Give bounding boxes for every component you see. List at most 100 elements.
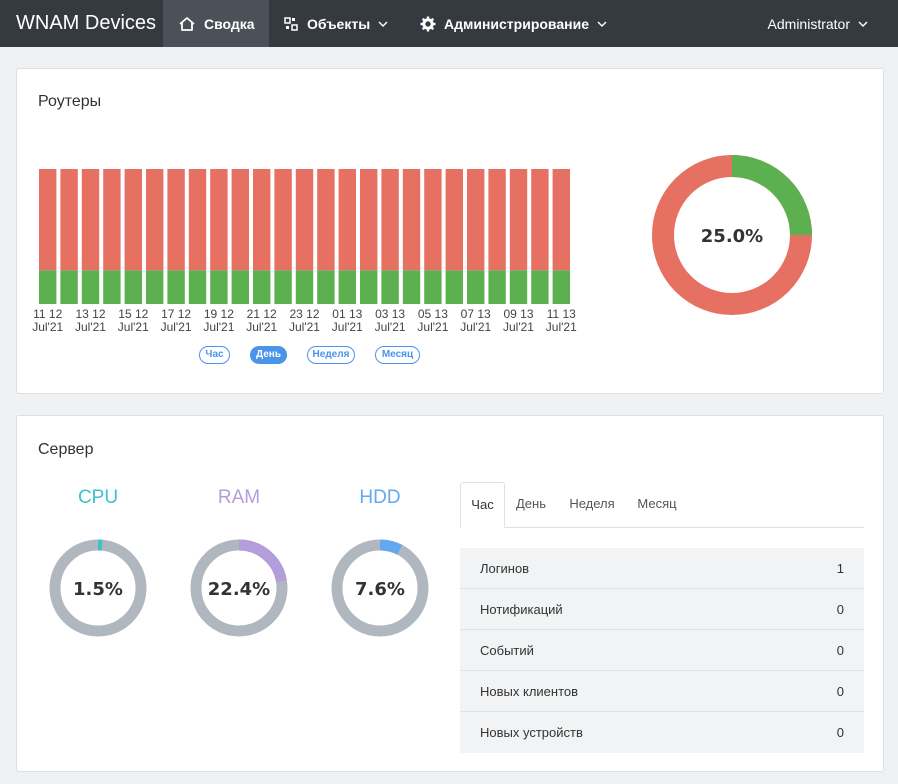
chevron-down-icon	[597, 21, 607, 27]
stat-row-new-devices: Новых устройств 0	[460, 712, 864, 753]
x-tick-label: 07 13 Jul'21	[460, 307, 492, 334]
bar-online	[360, 270, 378, 304]
bar-online	[188, 270, 207, 304]
x-tick-label: 15 12 Jul'21	[117, 307, 149, 334]
server-stats-tabs: Час День Неделя Месяц	[460, 482, 864, 528]
tab-day[interactable]: День	[516, 496, 546, 511]
routers-chart-x-axis: 11 12 Jul'21 13 12 Jul'21 15 12 Jul'21 17 12 Ju…	[17, 308, 587, 338]
bar-offline	[231, 169, 249, 271]
bar-offline	[424, 169, 442, 271]
ram-percent: 22.4%	[208, 579, 270, 600]
hdd-percent: 7.6%	[355, 579, 405, 600]
hdd-gauge: 7.6%	[331, 539, 429, 637]
bar-online	[81, 270, 100, 304]
stat-label: Новых клиентов	[480, 684, 579, 699]
tab-month[interactable]: Месяц	[637, 496, 677, 511]
stat-row-new-clients: Новых клиентов 0	[460, 671, 864, 712]
objects-icon	[284, 16, 298, 31]
ram-gauge: 22.4%	[190, 539, 288, 637]
nav-summary-label: Сводка	[204, 15, 255, 32]
stat-label: Нотификаций	[480, 602, 563, 617]
bar-offline	[381, 169, 399, 271]
nav-summary[interactable]: Сводка	[163, 0, 269, 47]
range-month-button[interactable]: Месяц	[375, 346, 420, 364]
bar-online	[509, 270, 528, 304]
bar-offline	[81, 169, 100, 271]
stat-label: Событий	[480, 643, 534, 658]
bar-offline	[360, 169, 378, 271]
bar-offline	[531, 169, 549, 271]
bar-offline	[188, 169, 207, 271]
stat-label: Новых устройств	[480, 725, 583, 740]
donut-percent-label: 25.0%	[701, 226, 763, 247]
stat-value: 0	[836, 643, 844, 658]
range-day-button[interactable]: День	[250, 346, 287, 364]
stat-row-logins: Логинов 1	[460, 548, 864, 589]
server-stats-table: Логинов 1 Нотификаций 0 Событий 0 Новых …	[460, 548, 864, 753]
bar-online	[39, 270, 57, 304]
bar-online	[338, 270, 356, 304]
bar-online	[317, 270, 335, 304]
bar-online	[124, 270, 142, 304]
bar-online	[295, 270, 314, 304]
hdd-label: HDD	[359, 487, 401, 508]
bar-online	[424, 270, 442, 304]
bar-offline	[402, 169, 421, 271]
bar-online	[253, 270, 271, 304]
x-tick-label: 09 13 Jul'21	[503, 307, 534, 334]
donut-online-segment	[652, 155, 812, 315]
bar-offline	[445, 169, 463, 271]
stat-value: 0	[836, 684, 844, 699]
bar-online	[60, 270, 78, 304]
nav-objects[interactable]: Объекты	[283, 0, 388, 47]
stat-value: 1	[836, 561, 844, 576]
tab-week[interactable]: Неделя	[569, 496, 615, 511]
hdd-gauge-arc	[331, 539, 429, 637]
bar-offline	[167, 169, 185, 271]
ram-gauge-arc	[190, 539, 288, 637]
bar-offline	[210, 169, 228, 271]
user-name: Administrator	[767, 15, 850, 32]
server-card: Сервер CPU RAM HDD 1.5% 22.4% 7.6% Час Д…	[16, 415, 884, 772]
routers-title: Роутеры	[38, 93, 102, 110]
chevron-down-icon	[378, 21, 388, 27]
routers-card: Роутеры 11 12 Jul'21 13 12 Jul'21 15 12 Jul'2…	[16, 68, 884, 394]
bar-offline	[467, 169, 485, 271]
user-menu[interactable]: Administrator	[768, 0, 868, 47]
tab-hour[interactable]: Час	[460, 482, 505, 528]
nav-objects-label: Объекты	[307, 15, 371, 32]
brand-title[interactable]: WNAM Devices	[16, 12, 157, 34]
gear-icon	[420, 16, 436, 31]
x-tick-label: 05 13 Jul'21	[417, 307, 449, 334]
cpu-gauge-arc	[49, 539, 147, 637]
bar-offline	[552, 169, 570, 271]
chevron-down-icon	[858, 21, 868, 27]
bar-online	[531, 270, 549, 304]
bar-offline	[274, 169, 292, 271]
range-week-button[interactable]: Неделя	[307, 346, 355, 364]
range-hour-button[interactable]: Час	[199, 346, 230, 364]
bar-offline	[338, 169, 356, 271]
routers-donut-chart: 25.0%	[652, 155, 812, 315]
nav-admin[interactable]: Администрирование	[420, 0, 607, 47]
bar-offline	[253, 169, 271, 271]
bar-offline	[60, 169, 78, 271]
bar-online	[231, 270, 249, 304]
cpu-label: CPU	[77, 487, 119, 508]
bar-online	[381, 270, 399, 304]
bar-offline	[488, 169, 506, 271]
cpu-percent: 1.5%	[73, 579, 123, 600]
x-tick-label: 11 12 Jul'21	[32, 307, 64, 334]
bar-online	[274, 270, 292, 304]
bar-offline	[124, 169, 142, 271]
bar-offline	[103, 169, 121, 271]
server-title: Сервер	[38, 441, 94, 458]
stat-value: 0	[836, 725, 844, 740]
bar-online	[210, 270, 228, 304]
x-tick-label: 01 13 Jul'21	[331, 307, 363, 334]
bar-online	[402, 270, 421, 304]
bar-offline	[146, 169, 164, 271]
top-navbar: WNAM Devices Сводка Объекты	[0, 0, 898, 47]
bar-online	[146, 270, 164, 304]
routers-bar-chart	[39, 169, 570, 304]
